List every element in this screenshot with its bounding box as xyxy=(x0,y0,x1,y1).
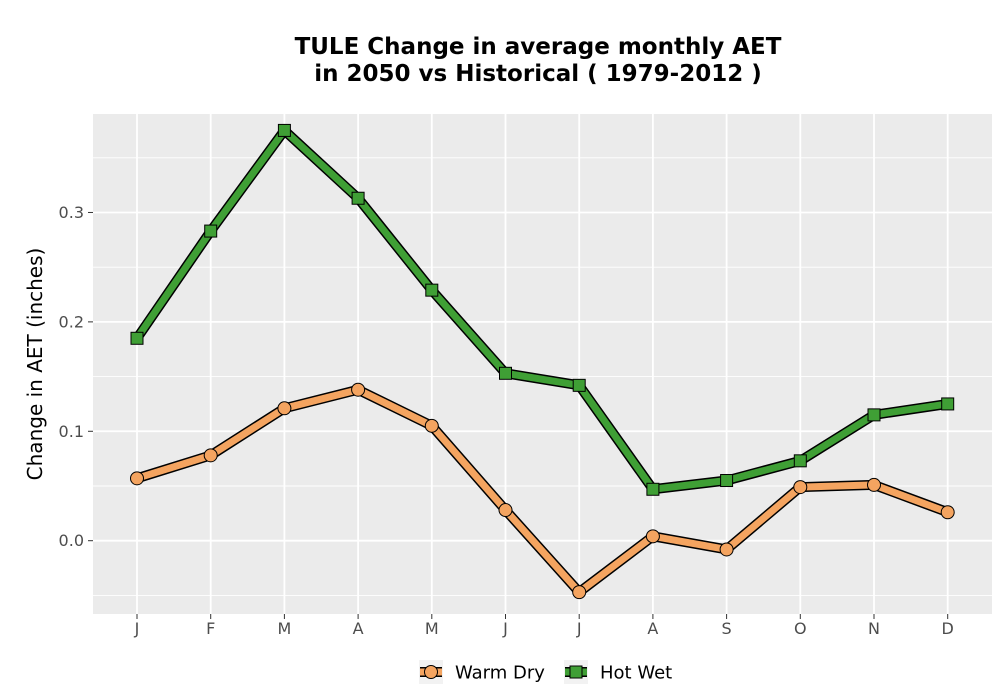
legend: Warm Dry Hot Wet xyxy=(419,660,672,684)
data-point xyxy=(572,378,586,392)
chart-title-line-1: TULE Change in average monthly AET xyxy=(295,34,782,60)
series-line-0 xyxy=(133,386,952,596)
data-point xyxy=(499,366,512,380)
series-layer xyxy=(130,123,955,600)
data-point xyxy=(940,505,955,520)
x-tick-label: J xyxy=(576,619,582,638)
x-tick-label: J xyxy=(134,619,140,638)
y-tick-label: 0.3 xyxy=(59,203,84,222)
x-tick-label: O xyxy=(794,619,807,638)
data-point xyxy=(130,331,144,345)
y-tick-label: 0.1 xyxy=(59,422,84,441)
data-point xyxy=(941,397,955,411)
y-tick-label: 0.2 xyxy=(59,312,84,331)
x-tick-label: F xyxy=(206,619,215,638)
data-point xyxy=(572,585,587,600)
x-tick-label: D xyxy=(942,619,954,638)
data-point xyxy=(867,408,881,422)
y-ticks: 0.0 0.1 0.2 0.3 xyxy=(59,203,93,550)
data-point xyxy=(646,482,660,496)
data-point xyxy=(425,283,439,297)
data-point xyxy=(130,471,144,486)
legend-key-marker xyxy=(569,665,583,679)
data-point xyxy=(867,477,881,492)
series-line-1 xyxy=(133,126,952,493)
x-tick-label: M xyxy=(425,619,439,638)
plot-panel xyxy=(93,114,992,614)
data-point xyxy=(277,123,291,137)
data-point xyxy=(720,474,734,488)
x-tick-label: M xyxy=(277,619,291,638)
data-point xyxy=(204,224,218,238)
x-tick-label: N xyxy=(868,619,880,638)
data-point xyxy=(793,454,807,468)
data-point xyxy=(277,401,292,416)
data-point xyxy=(793,480,808,495)
x-tick-label: A xyxy=(353,619,364,638)
data-point xyxy=(351,191,365,205)
y-tick-label: 0.0 xyxy=(59,531,84,550)
grid-major xyxy=(93,114,992,614)
data-point xyxy=(351,382,366,397)
legend-label: Warm Dry xyxy=(455,663,545,684)
legend-label: Hot Wet xyxy=(600,663,672,684)
chart-title-line-2: in 2050 vs Historical ( 1979-2012 ) xyxy=(314,61,761,87)
data-point xyxy=(424,418,439,433)
y-axis-title: Change in AET (inches) xyxy=(23,248,47,481)
x-tick-label: J xyxy=(502,619,508,638)
data-point xyxy=(645,529,660,544)
legend-key-marker xyxy=(424,665,438,679)
x-tick-label: S xyxy=(722,619,732,638)
data-point xyxy=(498,503,513,518)
data-point xyxy=(203,448,218,463)
x-tick-label: A xyxy=(647,619,658,638)
data-point xyxy=(719,542,734,557)
